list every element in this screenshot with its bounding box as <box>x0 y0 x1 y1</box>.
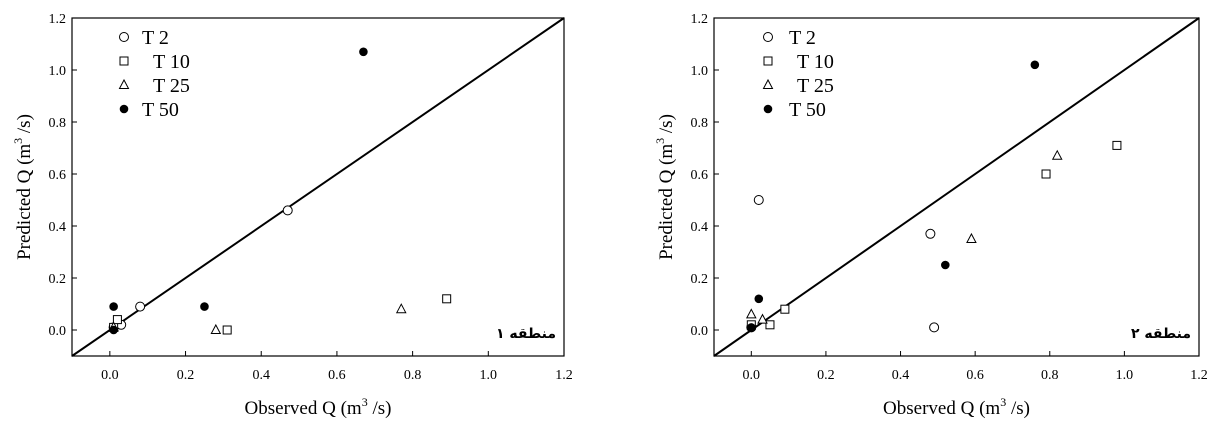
x-axis-label: Observed Q (m3 /s) <box>245 395 392 419</box>
y-tick-label: 0.8 <box>691 116 709 131</box>
region-label: منطقه ۲ <box>1131 326 1191 342</box>
legend-label: T 25 <box>153 75 190 97</box>
data-point <box>360 48 368 56</box>
data-point <box>930 323 939 332</box>
y-tick-label: 0.2 <box>691 272 709 287</box>
y-tick-label: 0.6 <box>691 168 709 183</box>
data-point <box>110 303 118 311</box>
data-point <box>942 261 950 269</box>
legend-label: T 2 <box>142 27 169 49</box>
y-axis-label: Predicted Q (m3 /s) <box>653 114 677 260</box>
legend-label: T 25 <box>797 75 834 97</box>
legend: T 2T 10T 25T 50 <box>764 27 834 121</box>
data-point <box>211 325 220 334</box>
legend-marker <box>764 33 773 42</box>
data-point <box>397 304 406 313</box>
data-point <box>201 303 209 311</box>
y-tick-label: 0.8 <box>49 116 67 131</box>
series-t10 <box>110 295 451 334</box>
data-point <box>113 316 121 324</box>
legend-marker <box>764 80 773 89</box>
x-axis-label: Observed Q (m3 /s) <box>883 395 1030 419</box>
legend-marker <box>120 80 129 89</box>
data-point <box>1113 141 1121 149</box>
y-tick-label: 0.4 <box>691 220 709 235</box>
data-point <box>1042 170 1050 178</box>
x-tick-label: 1.0 <box>1116 368 1134 383</box>
legend-marker <box>120 57 128 65</box>
legend-marker <box>120 33 129 42</box>
legend-label: T 50 <box>142 99 179 121</box>
data-point <box>926 229 935 238</box>
x-tick-label: 0.4 <box>252 368 270 383</box>
x-tick-label: 1.0 <box>480 368 498 383</box>
x-tick-label: 0.0 <box>743 368 761 383</box>
data-point <box>755 295 763 303</box>
legend-label: T 50 <box>789 99 826 121</box>
legend-label: T 2 <box>789 27 816 49</box>
data-point <box>136 302 145 311</box>
y-tick-label: 0.0 <box>691 324 709 339</box>
data-point <box>748 324 756 332</box>
legend-label: T 10 <box>797 51 834 73</box>
data-point <box>781 305 789 313</box>
reference-line-1to1 <box>72 18 564 356</box>
y-tick-label: 0.2 <box>49 272 67 287</box>
x-tick-label: 1.2 <box>1190 368 1208 383</box>
data-point <box>754 196 763 205</box>
y-axis-label: Predicted Q (m3 /s) <box>11 114 35 260</box>
chart-panel-2: 0.0 0.0 0.2 0.2 0.4 0.4 0.6 0.6 0.8 0.8 1.0 1.0 1.2 1… <box>653 12 1208 419</box>
x-tick-label: 0.2 <box>177 368 195 383</box>
legend-marker <box>764 105 772 113</box>
y-tick-label: 1.0 <box>691 64 709 79</box>
y-tick-label: 0.0 <box>49 324 67 339</box>
data-point <box>1053 151 1062 160</box>
series-t2 <box>109 206 292 332</box>
region-label: منطقه ۱ <box>496 326 556 342</box>
y-tick-label: 1.2 <box>691 12 709 27</box>
chart-panel-1: 0.0 0.0 0.2 0.2 0.4 0.4 0.6 0.6 0.8 0.8 1.0 1.0 1.2 1… <box>11 12 573 419</box>
y-tick-label: 0.4 <box>49 220 67 235</box>
data-point <box>283 206 292 215</box>
legend-marker <box>120 105 128 113</box>
data-point <box>747 309 756 318</box>
series-t2 <box>747 196 939 332</box>
x-tick-label: 0.6 <box>328 368 346 383</box>
series-t50 <box>110 48 367 334</box>
data-point <box>110 326 118 334</box>
data-point <box>1031 61 1039 69</box>
x-tick-label: 0.2 <box>817 368 835 383</box>
legend-marker <box>764 57 772 65</box>
y-tick-label: 1.2 <box>49 12 67 27</box>
x-tick-label: 0.6 <box>966 368 984 383</box>
data-point <box>443 295 451 303</box>
x-tick-label: 0.4 <box>892 368 910 383</box>
legend-label: T 10 <box>153 51 190 73</box>
data-point <box>766 321 774 329</box>
x-tick-label: 0.8 <box>404 368 422 383</box>
y-tick-label: 1.0 <box>49 64 67 79</box>
legend: T 2T 10T 25T 50 <box>120 27 190 121</box>
x-tick-label: 0.0 <box>101 368 119 383</box>
series-t25 <box>747 151 1062 323</box>
data-point <box>967 234 976 243</box>
series-t25 <box>109 304 406 333</box>
x-tick-label: 1.2 <box>555 368 573 383</box>
x-tick-label: 0.8 <box>1041 368 1059 383</box>
data-point <box>223 326 231 334</box>
y-tick-label: 0.6 <box>49 168 67 183</box>
